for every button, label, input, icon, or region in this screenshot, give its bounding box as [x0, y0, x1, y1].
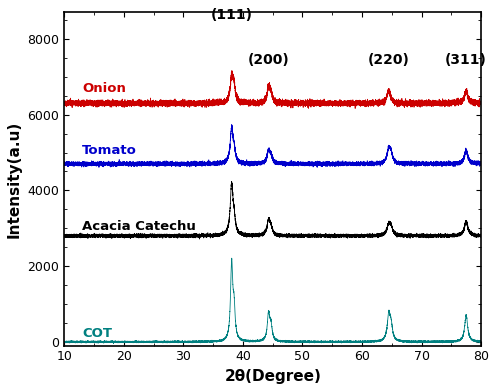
Text: (111): (111) [211, 8, 252, 22]
Y-axis label: Intensity(a.u): Intensity(a.u) [7, 120, 22, 238]
Text: Acacia Catechu: Acacia Catechu [82, 220, 196, 233]
Text: (311): (311) [445, 53, 487, 67]
Text: Onion: Onion [82, 82, 126, 95]
Text: Tomato: Tomato [82, 144, 137, 157]
X-axis label: 2θ(Degree): 2θ(Degree) [224, 369, 321, 384]
Text: (200): (200) [248, 53, 290, 67]
Text: (220): (220) [368, 53, 410, 67]
Text: COT: COT [82, 327, 112, 340]
